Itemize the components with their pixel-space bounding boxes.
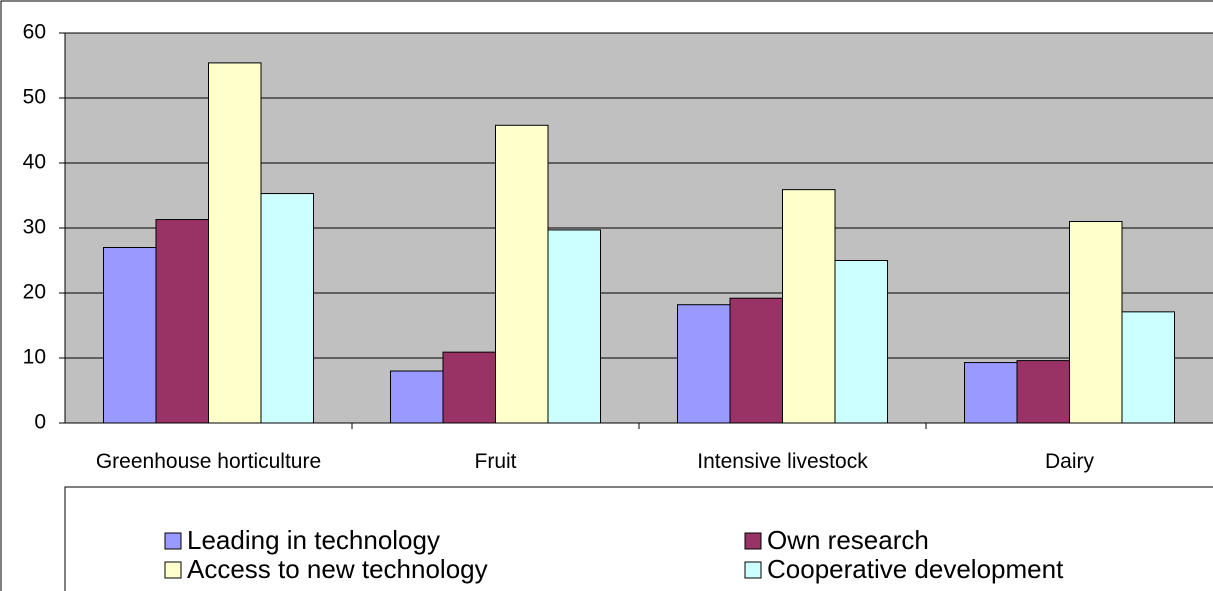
bar bbox=[834, 260, 888, 424]
bar bbox=[547, 229, 601, 424]
y-tick-label: 10 bbox=[23, 346, 46, 369]
bar bbox=[103, 247, 157, 424]
bar bbox=[1121, 311, 1175, 424]
legend-label: Leading in technology bbox=[187, 525, 440, 555]
y-tick-label: 60 bbox=[23, 21, 46, 44]
x-tick-label: Fruit bbox=[474, 450, 517, 473]
legend-box bbox=[64, 486, 1213, 591]
y-tick-label: 0 bbox=[34, 411, 46, 434]
bar bbox=[1069, 221, 1123, 424]
bar bbox=[442, 351, 496, 424]
bar bbox=[208, 62, 262, 424]
bar bbox=[495, 124, 549, 424]
bar bbox=[390, 370, 444, 424]
legend-swatch bbox=[744, 561, 762, 579]
legend-label: Access to new technology bbox=[187, 554, 488, 584]
y-tick-label: 40 bbox=[23, 151, 46, 174]
y-tick-label: 50 bbox=[23, 86, 46, 109]
bar bbox=[964, 362, 1018, 424]
legend-swatch bbox=[164, 561, 182, 579]
bar bbox=[260, 193, 314, 424]
x-tick-label: Intensive livestock bbox=[697, 450, 868, 473]
bar bbox=[677, 304, 731, 424]
x-tick-label: Greenhouse horticulture bbox=[95, 450, 322, 473]
legend-label: Cooperative development bbox=[767, 554, 1064, 584]
bar bbox=[782, 189, 836, 424]
legend-swatch bbox=[744, 532, 762, 550]
legend-label: Own research bbox=[767, 525, 929, 555]
y-tick-label: 20 bbox=[23, 281, 46, 304]
bar bbox=[1016, 360, 1070, 424]
x-tick-label: Dairy bbox=[1044, 450, 1094, 473]
y-tick-label: 30 bbox=[23, 216, 46, 239]
bar bbox=[155, 219, 209, 424]
legend-swatch bbox=[164, 532, 182, 550]
bar bbox=[729, 297, 783, 424]
